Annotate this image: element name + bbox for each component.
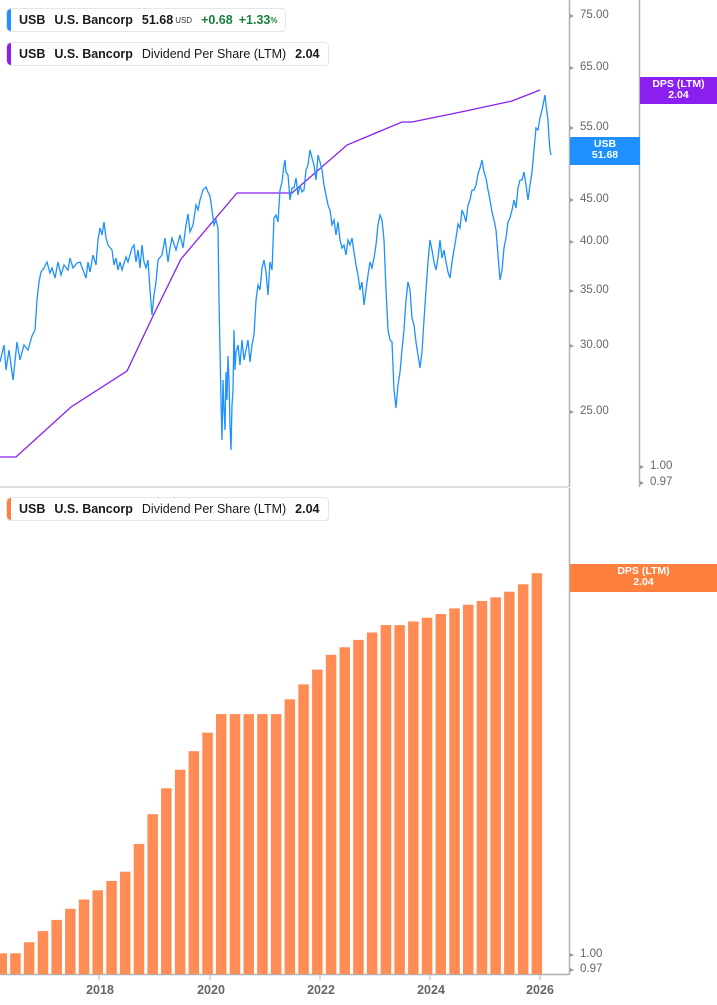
price-line-series (0, 94, 552, 451)
price-tick-65: 65.00 (580, 61, 609, 73)
x-label-2018: 2018 (86, 983, 114, 997)
dps-bars (0, 573, 543, 974)
price-tick-30: 30.00 (580, 339, 609, 351)
top-chart-canvas[interactable] (0, 0, 717, 487)
dps-bar (435, 614, 446, 974)
dps-bar (23, 942, 35, 974)
dps-bar (463, 604, 474, 974)
price-tick-75: 75.00 (580, 9, 609, 21)
bottom-dps-tick-1: 1.00 (580, 948, 603, 960)
price-tick-35: 35.00 (580, 284, 609, 296)
dps-line-series (0, 89, 541, 458)
legend-symbol: USB (19, 47, 46, 61)
dps-bar (366, 632, 378, 974)
legend-value: 2.04 (295, 502, 320, 516)
dps-bar (517, 584, 529, 974)
price-tag-label: USB (593, 138, 617, 150)
legend-symbol: USB (19, 13, 46, 27)
dps-bar (325, 654, 337, 974)
dps-bar (284, 699, 296, 974)
dps-bar (380, 625, 392, 974)
price-tick-45: 45.00 (580, 193, 609, 205)
dps-bar (243, 714, 254, 974)
dps-bar (147, 814, 158, 974)
x-label-2022: 2022 (307, 983, 335, 997)
dps-legend[interactable]: USB U.S. Bancorp Dividend Per Share (LTM… (6, 42, 329, 66)
legend-symbol: USB (19, 502, 46, 516)
dps-bar (120, 871, 131, 974)
bottom-dps-value-tag: DPS (LTM) 2.04 (570, 564, 717, 592)
price-value-tag: USB 51.68 (570, 137, 640, 165)
legend-pct-sign: % (270, 15, 278, 25)
dps-bar (421, 617, 433, 974)
dps-bar (476, 601, 488, 974)
dps-axis-ticks (570, 586, 574, 972)
dps-bar (202, 732, 213, 974)
dps-tick-097: 0.97 (650, 476, 673, 488)
dps-bar (312, 669, 323, 974)
dps-bar (270, 714, 282, 974)
dps-value-tag: DPS (LTM) 2.04 (640, 77, 717, 104)
price-legend-color (7, 9, 11, 31)
dps-bar (394, 625, 405, 974)
dps-bar (353, 639, 364, 974)
dps-bar (37, 931, 49, 974)
dps-bar (161, 788, 172, 974)
time-axis-ticks (98, 974, 541, 980)
bottom-dps-tag-label: DPS (LTM) (617, 565, 670, 577)
legend-metric: Dividend Per Share (LTM) (141, 47, 287, 61)
panel-divider[interactable] (0, 486, 569, 488)
bottom-dps-legend[interactable]: USB U.S. Bancorp Dividend Per Share (LTM… (6, 497, 329, 521)
dps-bar (133, 843, 145, 974)
bottom-chart-panel[interactable]: 2.00 1.00 0.97 DPS (LTM) 2.04 USB U.S. B… (0, 488, 717, 1005)
dps-bar (229, 714, 241, 974)
dps-legend-color (7, 43, 11, 65)
legend-company: U.S. Bancorp (54, 13, 133, 27)
dps-bar (106, 881, 117, 974)
legend-currency: USD (175, 15, 193, 25)
dps-bar (408, 621, 419, 974)
legend-company: U.S. Bancorp (54, 502, 133, 516)
dps-bar (174, 769, 186, 974)
price-tick-40: 40.00 (580, 235, 609, 247)
bottom-dps-legend-color (7, 498, 11, 520)
dps-bar (10, 953, 21, 974)
dps-bar (216, 714, 227, 974)
dps-bar (0, 953, 7, 974)
dps-bar (65, 908, 76, 974)
dps-bar (449, 608, 460, 974)
price-legend[interactable]: USB U.S. Bancorp 51.68 USD +0.68 +1.33 % (6, 8, 287, 32)
x-label-2026: 2026 (526, 983, 554, 997)
dps-bar (78, 899, 90, 974)
legend-metric: Dividend Per Share (LTM) (141, 502, 287, 516)
legend-value: 2.04 (295, 47, 320, 61)
legend-change: +0.68 (201, 13, 233, 27)
legend-change-pct: +1.33 (238, 13, 271, 27)
dps-bar (531, 573, 543, 974)
dps-tag-value: 2.04 (668, 89, 689, 101)
dps-bar (504, 591, 515, 974)
bottom-chart-canvas[interactable] (0, 488, 717, 1005)
price-tick-55: 55.00 (580, 121, 609, 133)
x-label-2020: 2020 (197, 983, 225, 997)
dps-bar (257, 714, 268, 974)
dps-bar (490, 597, 501, 974)
dps-bar (188, 751, 200, 974)
price-tick-25: 25.00 (580, 405, 609, 417)
dps-bar (298, 684, 309, 974)
dps-tag-label: DPS (LTM) (652, 78, 705, 90)
dps-bar (339, 647, 350, 974)
legend-price: 51.68 (141, 13, 174, 27)
x-label-2024: 2024 (417, 983, 445, 997)
bottom-dps-tag-value: 2.04 (633, 576, 654, 588)
dps-tick-1: 1.00 (650, 460, 673, 472)
price-tag-value: 51.68 (591, 149, 619, 161)
dps-bar (92, 890, 103, 974)
dps-bar (51, 919, 62, 974)
legend-company: U.S. Bancorp (54, 47, 133, 61)
bottom-dps-tick-097: 0.97 (580, 963, 603, 975)
top-chart-panel[interactable]: 75.00 65.00 55.00 50.00 45.00 40.00 35.0… (0, 0, 717, 488)
